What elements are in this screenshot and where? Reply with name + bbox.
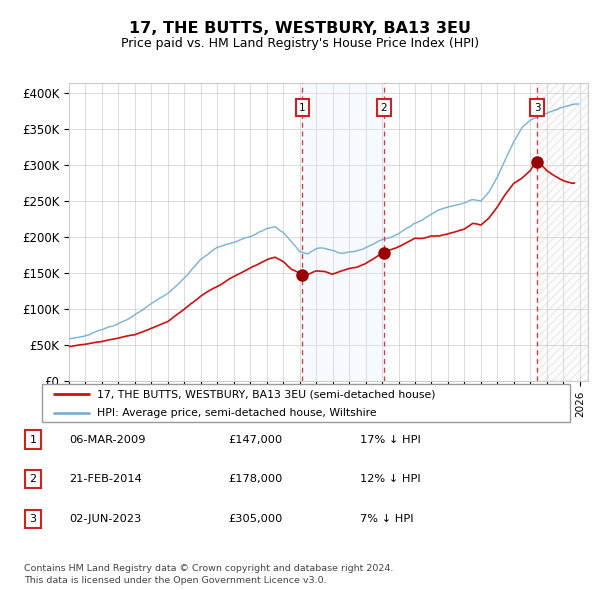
Text: £178,000: £178,000 bbox=[228, 474, 283, 484]
Text: 3: 3 bbox=[29, 514, 37, 524]
Text: 7% ↓ HPI: 7% ↓ HPI bbox=[360, 514, 413, 524]
Text: 3: 3 bbox=[534, 103, 541, 113]
Text: 17% ↓ HPI: 17% ↓ HPI bbox=[360, 435, 421, 444]
Text: 02-JUN-2023: 02-JUN-2023 bbox=[69, 514, 141, 524]
Text: 06-MAR-2009: 06-MAR-2009 bbox=[69, 435, 146, 444]
Text: 1: 1 bbox=[299, 103, 306, 113]
Text: 2: 2 bbox=[381, 103, 388, 113]
Text: £147,000: £147,000 bbox=[228, 435, 282, 444]
Bar bbox=[537, 83, 588, 381]
FancyBboxPatch shape bbox=[42, 384, 570, 422]
Text: 17, THE BUTTS, WESTBURY, BA13 3EU (semi-detached house): 17, THE BUTTS, WESTBURY, BA13 3EU (semi-… bbox=[97, 389, 436, 399]
Text: 17, THE BUTTS, WESTBURY, BA13 3EU: 17, THE BUTTS, WESTBURY, BA13 3EU bbox=[129, 21, 471, 35]
Text: Contains HM Land Registry data © Crown copyright and database right 2024.
This d: Contains HM Land Registry data © Crown c… bbox=[24, 565, 394, 585]
Text: 1: 1 bbox=[29, 435, 37, 444]
Text: Price paid vs. HM Land Registry's House Price Index (HPI): Price paid vs. HM Land Registry's House … bbox=[121, 37, 479, 50]
Text: 2: 2 bbox=[29, 474, 37, 484]
Text: £305,000: £305,000 bbox=[228, 514, 283, 524]
Bar bbox=[537, 83, 588, 381]
Text: 21-FEB-2014: 21-FEB-2014 bbox=[69, 474, 142, 484]
Text: HPI: Average price, semi-detached house, Wiltshire: HPI: Average price, semi-detached house,… bbox=[97, 408, 377, 418]
Bar bbox=[302, 83, 384, 381]
Text: 12% ↓ HPI: 12% ↓ HPI bbox=[360, 474, 421, 484]
